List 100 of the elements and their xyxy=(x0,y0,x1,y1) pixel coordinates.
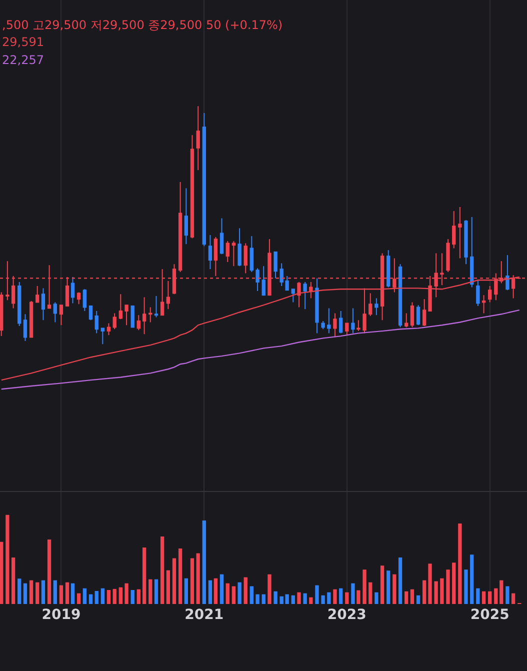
candlestick xyxy=(333,312,337,338)
bar xyxy=(36,582,40,604)
candlestick xyxy=(0,292,4,337)
bar xyxy=(398,558,402,604)
bar xyxy=(23,583,28,604)
candlestick xyxy=(124,304,128,326)
candlestick xyxy=(190,134,194,239)
candlestick xyxy=(244,242,248,274)
bar xyxy=(386,570,390,604)
x-tick-label: 2019 xyxy=(42,607,81,623)
bar xyxy=(476,588,480,604)
candlestick xyxy=(214,236,218,277)
bar xyxy=(458,523,462,604)
candlestick xyxy=(196,106,200,171)
candlestick xyxy=(262,266,266,296)
bar xyxy=(500,580,504,604)
candlestick xyxy=(327,308,331,334)
candlestick xyxy=(232,240,236,267)
candlestick xyxy=(470,216,474,288)
bar xyxy=(404,591,408,604)
bar xyxy=(368,582,372,604)
candlestick xyxy=(488,286,492,303)
bar xyxy=(356,590,360,604)
bar xyxy=(130,590,134,604)
bar xyxy=(309,597,313,604)
candlestick xyxy=(339,310,343,334)
candlestick xyxy=(368,292,372,317)
bar xyxy=(291,595,295,604)
bar xyxy=(172,558,176,604)
candlestick xyxy=(416,304,420,326)
candlestick xyxy=(23,314,28,342)
candlestick xyxy=(59,304,64,326)
bar xyxy=(148,579,152,604)
candlestick xyxy=(410,302,414,328)
bar xyxy=(100,588,104,604)
candlestick xyxy=(362,288,366,334)
bar xyxy=(214,578,218,604)
candlestick xyxy=(398,264,402,328)
bar xyxy=(41,580,46,604)
bar xyxy=(434,581,438,604)
candlestick xyxy=(291,288,295,303)
bar xyxy=(29,580,34,604)
candlestick xyxy=(309,282,313,299)
candlestick xyxy=(297,282,301,308)
candlestick xyxy=(458,206,462,259)
candlestick xyxy=(208,234,212,270)
candlestick xyxy=(506,254,510,291)
bar xyxy=(374,592,378,604)
bar xyxy=(184,578,188,604)
candlestick xyxy=(29,300,34,338)
bar xyxy=(53,580,57,604)
candlestick xyxy=(148,306,152,323)
candlestick xyxy=(315,278,319,334)
candlestick xyxy=(202,112,206,247)
bar xyxy=(416,595,420,604)
bar xyxy=(226,583,230,604)
candlestick xyxy=(88,306,93,321)
candlestick xyxy=(226,240,230,263)
candlestick xyxy=(476,280,480,307)
candlestick xyxy=(82,288,87,312)
bar xyxy=(178,548,182,604)
bar xyxy=(142,548,146,604)
candlestick xyxy=(452,210,456,249)
bar xyxy=(238,582,242,604)
bar xyxy=(470,554,474,604)
candlestick xyxy=(118,294,122,320)
bar xyxy=(11,558,16,604)
candlestick xyxy=(154,296,158,318)
candlestick xyxy=(106,322,111,336)
candlestick xyxy=(220,218,224,255)
bar xyxy=(315,585,319,604)
candlestick xyxy=(184,188,188,245)
bar xyxy=(422,580,426,604)
bar xyxy=(362,570,366,604)
candlestick xyxy=(53,302,57,323)
bar xyxy=(464,570,468,604)
candlestick xyxy=(166,280,170,310)
x-tick-label: 2023 xyxy=(327,607,366,623)
candlestick xyxy=(356,320,360,332)
candlestick xyxy=(422,298,426,327)
candlestick xyxy=(303,282,307,310)
candlestick xyxy=(404,312,408,328)
bar xyxy=(59,585,64,604)
candlestick xyxy=(345,322,349,336)
bar xyxy=(256,594,260,604)
bar xyxy=(428,564,432,604)
bar xyxy=(47,540,52,604)
candlestick xyxy=(374,298,378,316)
bar xyxy=(202,520,206,604)
bar xyxy=(511,593,516,604)
candlestick xyxy=(321,320,325,330)
bar xyxy=(274,591,278,604)
bar xyxy=(70,583,75,604)
candlestick xyxy=(36,286,40,303)
bar xyxy=(124,583,128,604)
bar xyxy=(76,593,81,604)
bar xyxy=(65,582,70,604)
bar xyxy=(410,589,414,604)
candlestick xyxy=(41,288,46,321)
bar xyxy=(88,594,93,604)
